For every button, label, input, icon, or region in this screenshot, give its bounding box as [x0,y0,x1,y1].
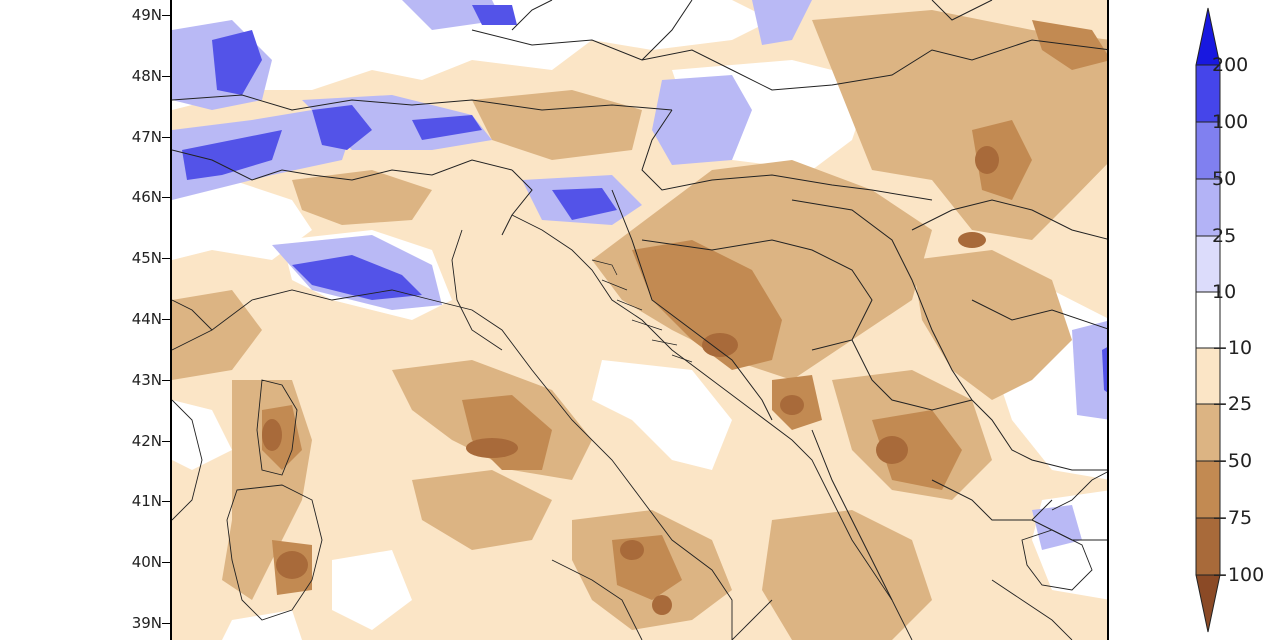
lat-tick [162,380,170,381]
anomaly-map [170,0,1109,640]
legend-label-200: 200 [1212,54,1249,76]
legend-label-neg50: −50 [1212,450,1253,472]
lat-label-42n: 42N [131,432,162,450]
legend-bin [1195,121,1221,180]
map-canvas [172,0,1107,640]
lat-label-48n: 48N [131,67,162,85]
blue-strong-regions [182,5,1107,393]
legend-bin [1195,291,1221,349]
legend-label-neg75: −75 [1212,507,1253,529]
lat-label-45n: 45N [131,249,162,267]
lat-label-49n: 49N [131,6,162,24]
legend-label-neg10: −10 [1212,337,1253,359]
lat-label-47n: 47N [131,128,162,146]
lat-label-40n: 40N [131,553,162,571]
lat-label-39n: 39N [131,614,162,632]
lat-tick [162,623,170,624]
lat-tick [162,319,170,320]
lat-tick [162,258,170,259]
coastlines [172,214,1107,640]
lat-label-43n: 43N [131,371,162,389]
lat-tick [162,15,170,16]
lat-label-44n: 44N [131,310,162,328]
dark-brown-spots [262,146,999,615]
country-borders [172,0,1107,601]
legend-label-25: 25 [1212,225,1237,247]
legend-bin [1195,517,1221,576]
legend-label-neg25: −25 [1212,393,1253,415]
legend-bin-bottom-triangle [1195,574,1221,633]
legend-colorbar [1195,7,1221,633]
legend-label-50: 50 [1212,168,1237,190]
lat-tick [162,197,170,198]
lat-tick [162,562,170,563]
lat-tick [162,137,170,138]
legend-label-100: 100 [1212,111,1249,133]
dalmatian-islands [591,259,693,363]
legend-label-10: 10 [1212,281,1237,303]
lat-label-46n: 46N [131,188,162,206]
lat-tick [162,501,170,502]
lat-tick [162,76,170,77]
lat-label-41n: 41N [131,492,162,510]
lat-tick [162,441,170,442]
legend-bin [1195,347,1221,405]
legend-label-neg100: −100 [1212,564,1265,586]
